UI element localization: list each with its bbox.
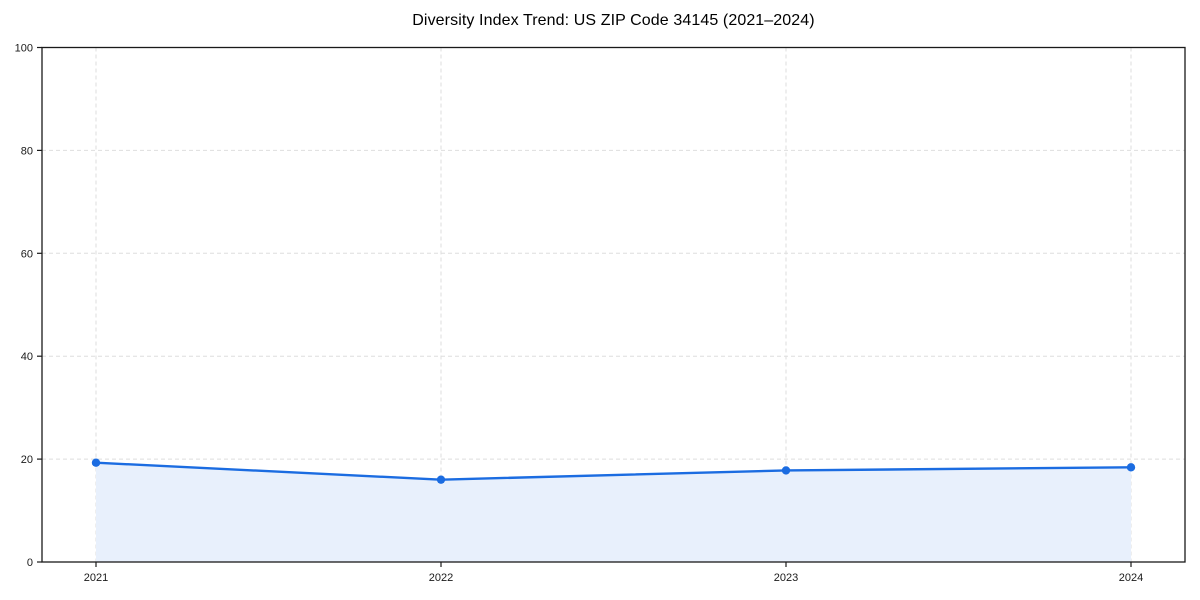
data-point-2024 (1126, 463, 1136, 472)
y-tick-label: 20 (21, 454, 33, 466)
y-tick-label: 0 (27, 557, 33, 569)
y-tick-label: 100 (15, 43, 33, 55)
data-point-2022 (436, 475, 446, 484)
area-fill (96, 462, 1131, 562)
data-point-2023 (781, 466, 791, 475)
x-tick-label: 2021 (84, 572, 108, 584)
y-tick-label: 40 (21, 351, 33, 363)
chart-title: Diversity Index Trend: US ZIP Code 34145… (412, 12, 815, 29)
x-tick-label: 2024 (1119, 572, 1143, 584)
x-tick-label: 2022 (429, 572, 453, 584)
y-tick-label: 60 (21, 248, 33, 260)
data-point-2021 (91, 458, 101, 467)
x-tick-label: 2023 (774, 572, 798, 584)
plot-box-spines (41, 46, 1186, 563)
y-tick-label: 80 (21, 145, 33, 157)
trend-line (94, 461, 1133, 481)
